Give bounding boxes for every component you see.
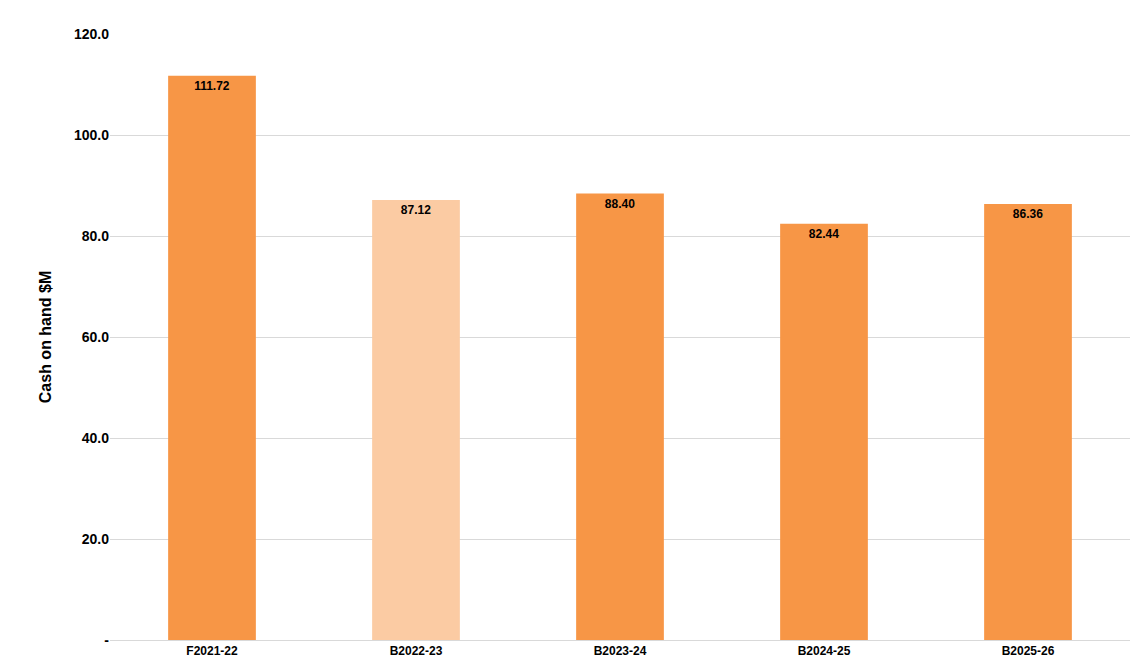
svg-text:100.0: 100.0	[74, 127, 109, 143]
svg-text:Cash on hand $M: Cash on hand $M	[37, 271, 54, 403]
svg-text:111.72: 111.72	[194, 79, 230, 93]
svg-text:120.0: 120.0	[74, 26, 109, 42]
svg-text:60.0: 60.0	[82, 329, 109, 345]
svg-text:87.12: 87.12	[401, 203, 431, 217]
svg-text:B2025-26: B2025-26	[1002, 644, 1055, 658]
svg-text:-: -	[104, 632, 109, 648]
svg-text:B2022-23: B2022-23	[390, 644, 443, 658]
svg-text:B2024-25: B2024-25	[798, 644, 851, 658]
svg-text:88.40: 88.40	[605, 197, 635, 211]
svg-text:82.44: 82.44	[809, 227, 839, 241]
svg-text:86.36: 86.36	[1013, 207, 1043, 221]
svg-text:80.0: 80.0	[82, 228, 109, 244]
svg-text:20.0: 20.0	[82, 531, 109, 547]
svg-text:F2021-22: F2021-22	[186, 644, 238, 658]
svg-text:40.0: 40.0	[82, 430, 109, 446]
svg-text:B2023-24: B2023-24	[594, 644, 647, 658]
